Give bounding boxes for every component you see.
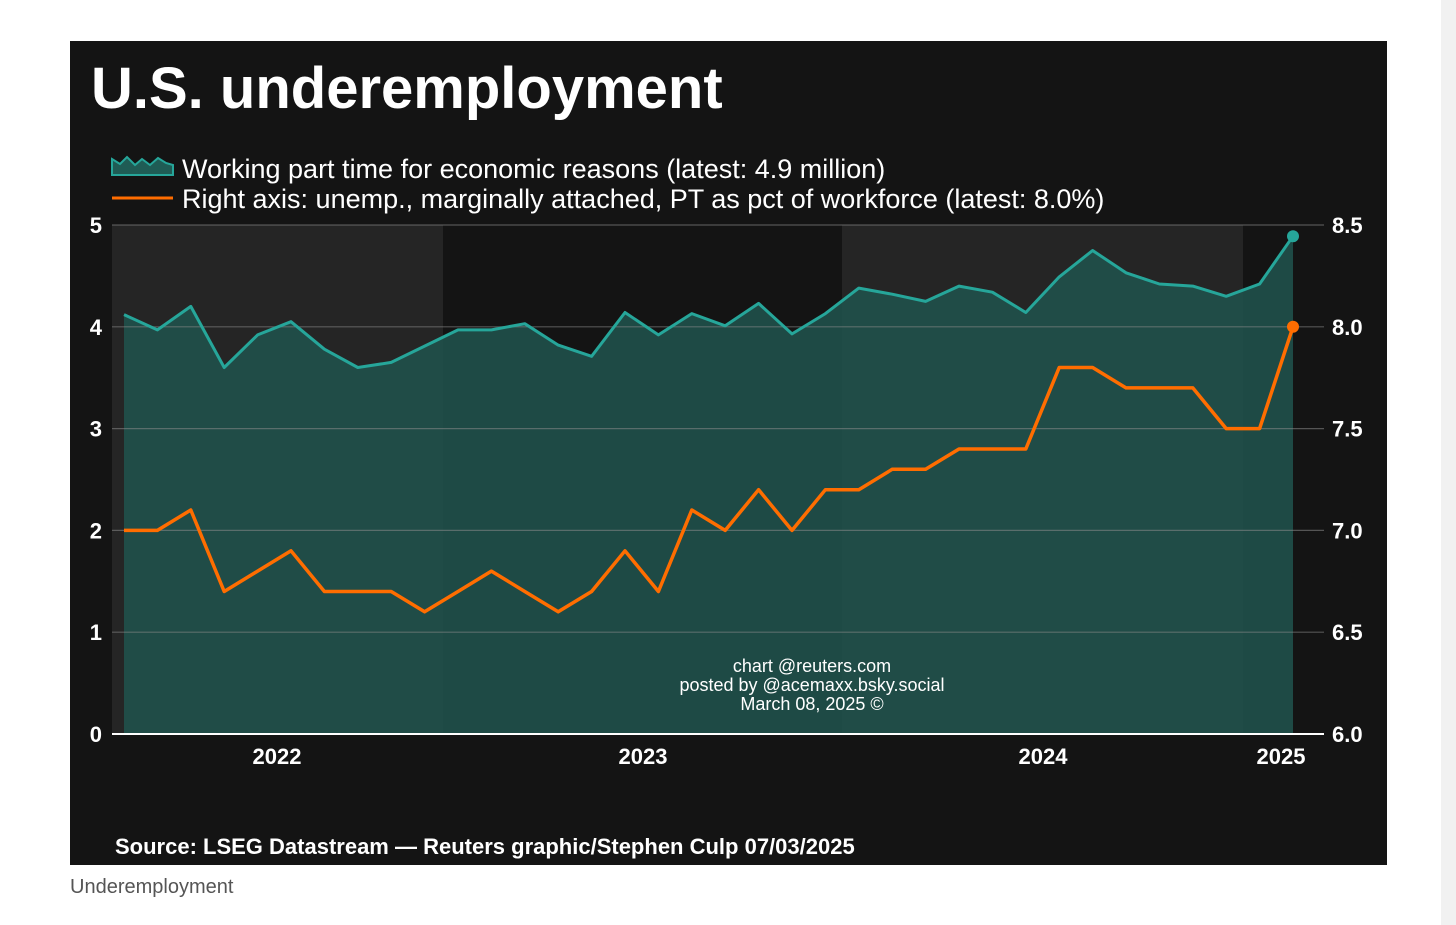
watermark-line-1: chart @reuters.com — [733, 656, 891, 676]
chart-figure: 0 1 2 3 4 5 6.0 6.5 7.0 7.5 8.0 8.5 2022 2023 2024 2025… — [70, 41, 1387, 865]
y-left-tick-5: 5 — [90, 213, 102, 238]
y-right-tick-6.5: 6.5 — [1332, 620, 1363, 645]
right-axis-latest-marker — [1287, 320, 1299, 333]
part-time-latest-marker — [1287, 230, 1299, 243]
watermark-line-2: posted by @acemaxx.bsky.social — [679, 675, 944, 695]
legend-label-right-axis: Right axis: unemp., marginally attached,… — [182, 184, 1104, 214]
y-left-tick-1: 1 — [90, 620, 102, 645]
gridlines — [112, 224, 1324, 633]
y-right-tick-8.5: 8.5 — [1332, 213, 1363, 238]
chart-source: Source: LSEG Datastream — Reuters graphi… — [115, 834, 855, 859]
x-tick-2023: 2023 — [619, 744, 668, 769]
y-right-tick-7.0: 7.0 — [1332, 518, 1363, 543]
legend-swatch-teal-area — [111, 155, 174, 176]
chart-title: U.S. underemployment — [91, 56, 723, 121]
y-right-tick-7.5: 7.5 — [1332, 417, 1363, 442]
legend-label-part-time: Working part time for economic reasons (… — [182, 154, 885, 184]
y-left-tick-0: 0 — [90, 722, 102, 747]
line-layer — [123, 230, 1299, 614]
watermark-line-3: March 08, 2025 © — [740, 694, 883, 714]
y-left-tick-3: 3 — [90, 417, 102, 442]
chart-canvas: 0 1 2 3 4 5 6.0 6.5 7.0 7.5 8.0 8.5 2022 2023 2024 2025… — [90, 56, 1363, 859]
page-scrollbar[interactable] — [1441, 0, 1456, 925]
series-right-axis-line — [124, 326, 1295, 614]
axes: 0 1 2 3 4 5 6.0 6.5 7.0 7.5 8.0 8.5 2022 2023 2024 2025 — [90, 213, 1363, 769]
x-tick-2024: 2024 — [1019, 744, 1069, 769]
y-right-tick-8.0: 8.0 — [1332, 315, 1363, 340]
y-right-tick-6.0: 6.0 — [1332, 722, 1363, 747]
series-part-time-area — [124, 236, 1293, 734]
x-tick-2022: 2022 — [253, 744, 302, 769]
area-layer — [124, 236, 1293, 734]
y-left-tick-2: 2 — [90, 518, 102, 543]
x-tick-2025: 2025 — [1257, 744, 1306, 769]
y-left-tick-4: 4 — [90, 315, 103, 340]
series-part-time-line — [123, 235, 1295, 369]
figure-caption: Underemployment — [70, 876, 234, 898]
